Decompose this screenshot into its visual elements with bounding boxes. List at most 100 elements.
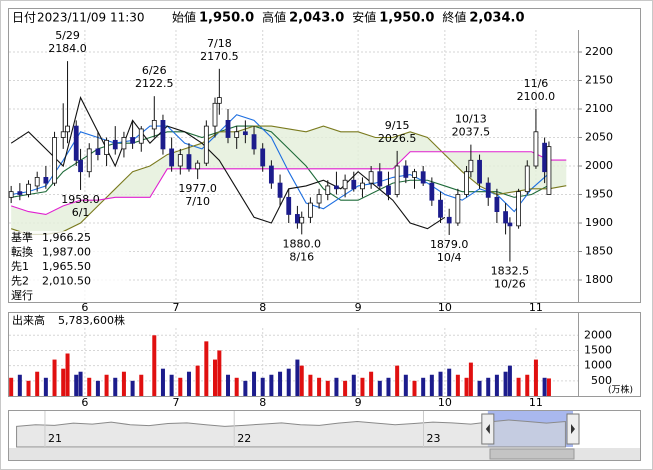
volume-bar [17,374,22,396]
volume-bar [252,371,257,396]
candle-body [299,216,305,224]
indicator-line [11,125,550,201]
annotation-price: 2122.5 [135,77,174,90]
field-label: 安値 [352,10,376,25]
candle-body [295,214,300,224]
volume-bar [533,359,538,396]
x-tick-label: 23 [426,432,440,445]
volume-bar [468,362,473,396]
volume-bar [260,377,265,396]
candle-body [268,165,274,184]
candle-body [121,137,127,150]
volume-bar [351,374,356,396]
volume-bar [360,377,365,396]
volume-bar [343,380,348,396]
volume-unit: (万株) [608,384,633,396]
annotation-price: 2170.5 [200,50,239,63]
y-tick-label: 1900 [585,216,613,229]
candle-body [412,171,417,178]
candle-body [394,165,400,195]
y-tick-label: 2200 [585,45,613,58]
volume-bar [52,359,57,396]
annotation-price: 1879.0 [430,238,469,251]
volume-bar [464,377,469,396]
header: 日付 2023/11/09 11:30 [12,11,145,25]
x-tick-label: 7 [172,396,179,409]
annotation-price: 1977.0 [178,182,217,195]
field-value: 1,950.0 [379,11,434,26]
candle-body [104,139,109,156]
volume-bar [308,374,313,396]
annotation-date: 7/10 [185,195,210,208]
candle-body [65,125,70,133]
annotation-date: 10/4 [437,251,462,264]
candle-body [17,191,23,195]
volume-bar [429,374,434,396]
volume-bar [386,377,391,396]
y-tick-label: 1850 [585,244,613,257]
x-tick-label: 22 [237,432,251,445]
candle-body [260,148,266,167]
y-tick-label: 2150 [585,74,613,87]
candle-body [112,139,118,150]
candle-body [86,148,92,173]
volume-bar [35,371,40,396]
candle-body [464,171,469,195]
candle-body [286,196,292,215]
legend-value: 1,965.50 [42,260,91,273]
candle-body [308,202,313,218]
volume-bar [412,380,417,396]
y-tick-label: 500 [591,374,612,387]
candle-body [78,159,83,173]
volume-bar [121,371,126,396]
volume-bar [74,374,79,396]
field-label: 終値 [442,10,466,25]
volume-bar [61,368,66,396]
x-tick-label: 11 [529,301,543,314]
y-tick-label: 2000 [585,159,613,172]
candle-body [420,171,426,184]
scrollbar-thumb[interactable] [489,448,575,460]
volume-bar [43,377,48,396]
candle-body [403,165,409,178]
candle-body [43,176,49,184]
candle-body [52,137,57,184]
candle-body [342,179,348,190]
volume-bar [195,365,200,396]
volume-bar [494,374,499,396]
candle-body [160,120,166,150]
candle-body [277,182,283,198]
candle-body [503,211,508,224]
candle-body [468,159,474,173]
volume-bar [178,377,183,396]
x-tick-label: 10 [438,301,452,314]
field-label: 高値 [262,10,286,25]
annotation-date: 6/1 [72,206,90,219]
volume-bar [95,380,100,396]
x-tick-label: 8 [259,301,266,314]
annotation-date: 6/26 [142,64,167,77]
legend-value: 2,010.50 [42,275,91,288]
handle-arrow [571,424,575,434]
candle-body [542,142,548,173]
candle-body [251,134,257,150]
volume-bar [369,371,374,396]
volume-bar [278,371,283,396]
volume-bar [152,335,157,396]
volume-bar [377,380,382,396]
volume-bar [204,341,209,396]
volume-bar [213,359,218,396]
annotation-date: 8/16 [289,250,314,263]
volume-bar [395,365,400,396]
date-label: 日付 [12,11,36,25]
x-tick-label: 7 [172,301,179,314]
field-value: 2,034.0 [469,11,524,26]
volume-bar [234,377,239,396]
volume-bar [546,378,551,396]
x-tick-label: 8 [259,396,266,409]
volume-bar [525,374,530,396]
volume-bar [299,365,304,396]
annotation-price: 2100.0 [517,90,556,103]
candle-body [386,185,391,195]
volume-bar [226,374,231,396]
